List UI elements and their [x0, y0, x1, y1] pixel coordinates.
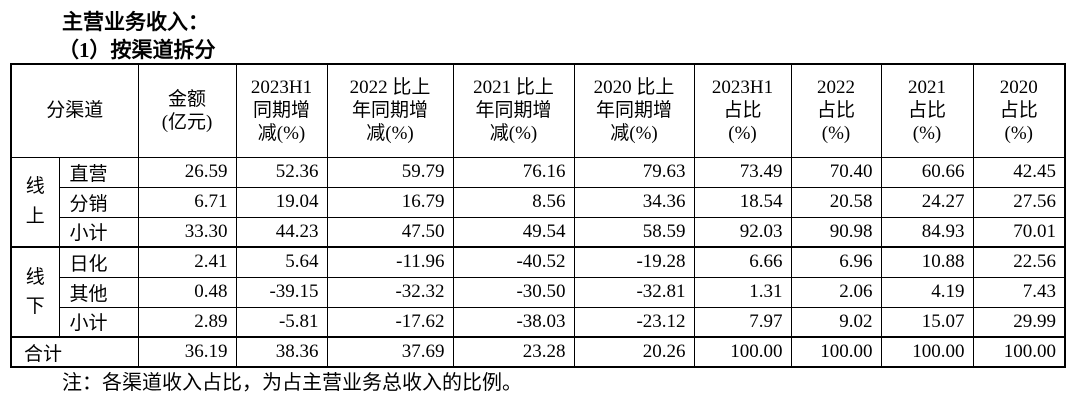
- cell-2020-change: -32.81: [573, 276, 695, 308]
- cell-2023h1-share: 100.00: [693, 336, 792, 368]
- cell-2023h1-share: 6.66: [693, 246, 792, 278]
- cell-total-label: 合计: [10, 336, 139, 368]
- cell-2022-share: 70.40: [790, 156, 882, 188]
- cell-2021-change: 49.54: [452, 216, 575, 248]
- cell-2021-change: -38.03: [452, 306, 575, 338]
- col-header-2022-change: 2022 比上 年同期增 减(%): [326, 63, 454, 158]
- cell-2023h1-change: 52.36: [235, 156, 328, 188]
- cell-2022-change: -17.62: [326, 306, 454, 338]
- cell-2022-share: 100.00: [790, 336, 882, 368]
- cell-2023h1-share: 18.54: [693, 186, 792, 218]
- cell-2021-share: 15.07: [880, 306, 974, 338]
- cell-amount: 26.59: [137, 156, 237, 188]
- cell-2021-change: -40.52: [452, 246, 575, 278]
- col-header-2023h1-change: 2023H1 同期增 减(%): [235, 63, 328, 158]
- cell-2022-change: 37.69: [326, 336, 454, 368]
- cell-channel: 小计: [58, 216, 139, 248]
- cell-2023h1-change: 38.36: [235, 336, 328, 368]
- cell-2021-share: 84.93: [880, 216, 974, 248]
- table-row-offline-daily-chemical: 线下 日化 2.41 5.64 -11.96 -40.52 -19.28 6.6…: [10, 246, 1066, 338]
- table-header-row: 分渠道 金额 (亿元) 2023H1 同期增 减(%) 2022 比上 年同期增…: [10, 63, 1066, 158]
- col-header-2022-share: 2022 占比 (%): [790, 63, 882, 158]
- table-row-online-direct: 线上 直营 26.59 52.36 59.79 76.16 79.63 73.4…: [10, 156, 1066, 248]
- cell-channel: 其他: [58, 276, 139, 308]
- cell-amount: 33.30: [137, 216, 237, 248]
- cell-2023h1-change: -5.81: [235, 306, 328, 338]
- cell-amount: 6.71: [137, 186, 237, 218]
- cell-2022-change: -11.96: [326, 246, 454, 278]
- revenue-by-channel-table: 分渠道 金额 (亿元) 2023H1 同期增 减(%) 2022 比上 年同期增…: [10, 63, 1067, 368]
- table-row-offline-subtotal: 小计 2.89 -5.81 -17.62 -38.03 -23.12 7.97 …: [11, 306, 1066, 338]
- table-row-total: 合计 36.19 38.36 37.69 23.28 20.26 100.00 …: [10, 336, 1066, 368]
- col-header-2023h1-share: 2023H1 占比 (%): [693, 63, 792, 158]
- col-header-channel: 分渠道: [10, 63, 139, 158]
- cell-2022-share: 2.06: [790, 276, 882, 308]
- cell-2021-change: 23.28: [452, 336, 575, 368]
- cell-2020-change: 79.63: [573, 156, 695, 188]
- col-header-2020-change: 2020 比上 年同期增 减(%): [573, 63, 695, 158]
- cell-2021-share: 24.27: [880, 186, 974, 218]
- cell-2020-change: 20.26: [573, 336, 695, 368]
- table-row-online-subtotal: 小计 33.30 44.23 47.50 49.54 58.59 92.03 9…: [11, 216, 1066, 248]
- group-label-text: 线下: [25, 266, 45, 317]
- table-row-offline-other: 其他 0.48 -39.15 -32.32 -30.50 -32.81 1.31…: [11, 276, 1066, 308]
- cell-channel: 日化: [58, 246, 139, 278]
- row-group-label-offline: 线下: [10, 246, 60, 338]
- cell-amount: 2.41: [137, 246, 237, 278]
- table-row-online-distribution: 分销 6.71 19.04 16.79 8.56 34.36 18.54 20.…: [11, 186, 1066, 218]
- row-group-label-online: 线上: [10, 156, 60, 248]
- footnote: 注：各渠道收入占比，为占主营业务总收入的比例。: [62, 372, 522, 394]
- cell-2023h1-share: 73.49: [693, 156, 792, 188]
- cell-2020-share: 7.43: [972, 276, 1066, 308]
- cell-channel: 分销: [58, 186, 139, 218]
- cell-2023h1-share: 1.31: [693, 276, 792, 308]
- cell-2020-share: 29.99: [972, 306, 1066, 338]
- cell-2022-change: -32.32: [326, 276, 454, 308]
- cell-2020-change: -23.12: [573, 306, 695, 338]
- col-header-2021-share: 2021 占比 (%): [880, 63, 974, 158]
- cell-2020-change: 58.59: [573, 216, 695, 248]
- cell-2022-share: 6.96: [790, 246, 882, 278]
- cell-2023h1-share: 92.03: [693, 216, 792, 248]
- section-heading: （1）按渠道拆分: [58, 38, 216, 62]
- cell-amount: 2.89: [137, 306, 237, 338]
- doc-title: 主营业务收入：: [62, 10, 209, 34]
- cell-2023h1-share: 7.97: [693, 306, 792, 338]
- cell-2022-share: 9.02: [790, 306, 882, 338]
- cell-2021-share: 4.19: [880, 276, 974, 308]
- cell-2020-share: 27.56: [972, 186, 1066, 218]
- cell-2020-change: 34.36: [573, 186, 695, 218]
- cell-amount: 36.19: [137, 336, 237, 368]
- cell-2023h1-change: 19.04: [235, 186, 328, 218]
- group-label-text: 线上: [25, 176, 45, 227]
- cell-2021-share: 100.00: [880, 336, 974, 368]
- cell-2021-share: 10.88: [880, 246, 974, 278]
- cell-2022-share: 20.58: [790, 186, 882, 218]
- cell-2023h1-change: 5.64: [235, 246, 328, 278]
- cell-2022-share: 90.98: [790, 216, 882, 248]
- cell-2022-change: 47.50: [326, 216, 454, 248]
- cell-2021-change: 76.16: [452, 156, 575, 188]
- cell-2020-share: 70.01: [972, 216, 1066, 248]
- col-header-2021-change: 2021 比上 年同期增 减(%): [452, 63, 575, 158]
- cell-amount: 0.48: [137, 276, 237, 308]
- cell-channel: 直营: [58, 156, 139, 188]
- cell-2020-share: 22.56: [972, 246, 1066, 278]
- cell-2020-change: -19.28: [573, 246, 695, 278]
- cell-2021-change: -30.50: [452, 276, 575, 308]
- cell-2022-change: 59.79: [326, 156, 454, 188]
- cell-2022-change: 16.79: [326, 186, 454, 218]
- cell-2020-share: 100.00: [972, 336, 1066, 368]
- cell-2023h1-change: -39.15: [235, 276, 328, 308]
- cell-2023h1-change: 44.23: [235, 216, 328, 248]
- cell-channel: 小计: [58, 306, 139, 338]
- cell-2021-change: 8.56: [452, 186, 575, 218]
- cell-2020-share: 42.45: [972, 156, 1066, 188]
- col-header-2020-share: 2020 占比 (%): [972, 63, 1066, 158]
- col-header-amount: 金额 (亿元): [137, 63, 237, 158]
- cell-2021-share: 60.66: [880, 156, 974, 188]
